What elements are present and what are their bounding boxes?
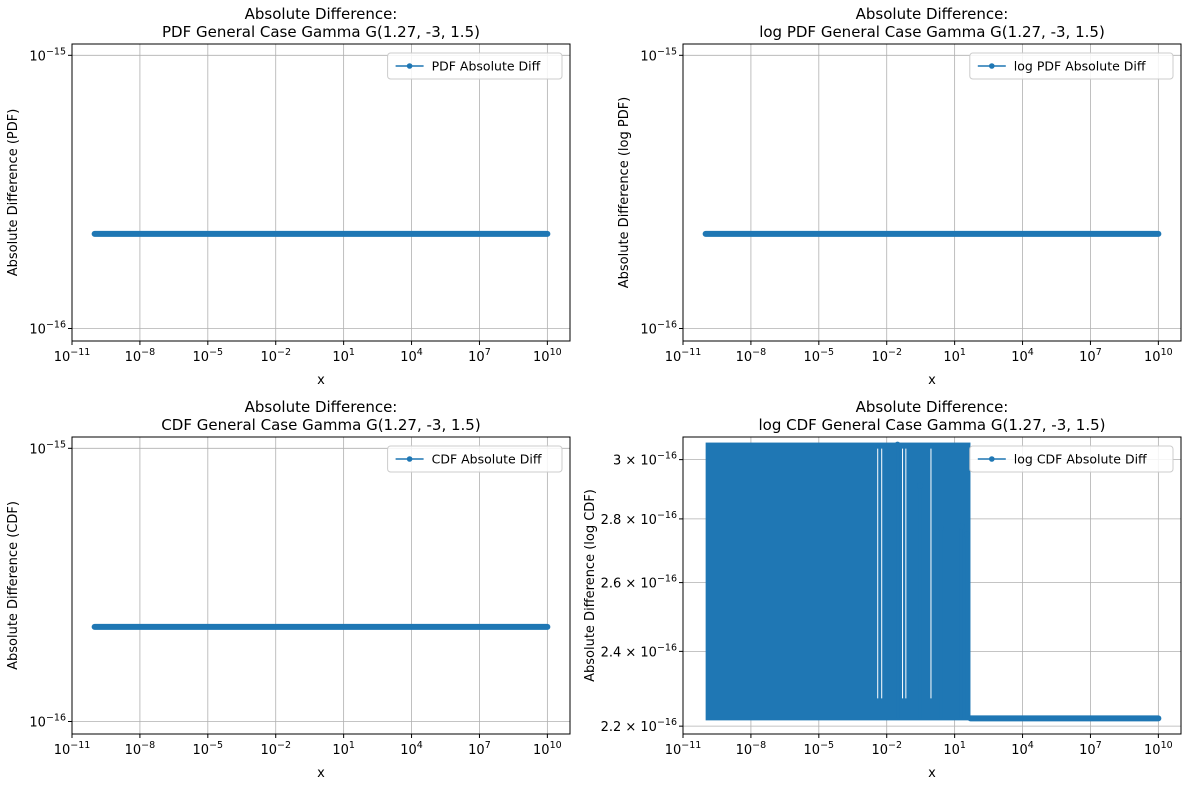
legend-label: CDF Absolute Diff bbox=[432, 452, 542, 467]
axes-frame bbox=[682, 436, 1182, 735]
x-tick-label: 10−11 bbox=[665, 740, 702, 758]
chart-title-line2: log CDF General Case Gamma G(1.27, -3, 1… bbox=[758, 416, 1105, 434]
x-tick-label: 107 bbox=[1079, 740, 1102, 758]
x-tick-label: 10−2 bbox=[260, 740, 291, 758]
chart-title-line2: CDF General Case Gamma G(1.27, -3, 1.5) bbox=[161, 416, 480, 434]
chart-title-line1: Absolute Difference: bbox=[856, 398, 1009, 416]
y-axis-label: Absolute Difference (PDF) bbox=[6, 109, 21, 277]
legend-box bbox=[387, 52, 563, 80]
chart-title-line1: Absolute Difference: bbox=[245, 398, 398, 416]
y-tick-label: 2.4 × 10−16 bbox=[601, 642, 677, 660]
spike-marker bbox=[894, 441, 901, 448]
legend-label: PDF Absolute Diff bbox=[432, 59, 541, 74]
legend-box bbox=[969, 445, 1174, 473]
x-axis-label: x bbox=[928, 373, 936, 388]
subplot-3: 10−11 10−8 10−5 10−2 101 104 107 1010 10−15 10−16… bbox=[6, 398, 571, 781]
y-axis-label: Absolute Difference (log PDF) bbox=[617, 97, 632, 289]
axes-frame bbox=[682, 43, 1182, 342]
x-tick-label: 10−11 bbox=[54, 740, 91, 758]
axes-frame bbox=[71, 436, 571, 735]
x-tick-label: 107 bbox=[1079, 347, 1102, 365]
legend-label: log CDF Absolute Diff bbox=[1014, 452, 1147, 467]
spike-marker bbox=[963, 531, 970, 538]
x-tick-label: 10−2 bbox=[871, 740, 902, 758]
x-tick-label: 104 bbox=[400, 347, 423, 365]
x-tick-label: 10−8 bbox=[736, 347, 767, 365]
y-tick-label: 2.6 × 10−16 bbox=[601, 574, 677, 592]
x-axis-label: x bbox=[928, 766, 936, 781]
x-tick-label: 104 bbox=[1011, 347, 1034, 365]
y-tick-label: 10−15 bbox=[29, 439, 66, 457]
x-axis-label: x bbox=[317, 766, 325, 781]
y-tick-label: 2.2 × 10−16 bbox=[601, 717, 677, 735]
x-tick-label: 1010 bbox=[1144, 347, 1173, 365]
x-tick-label: 1010 bbox=[533, 740, 562, 758]
x-tick-label: 10−5 bbox=[193, 347, 224, 365]
y-tick-label: 10−15 bbox=[640, 46, 677, 64]
legend-marker bbox=[406, 63, 413, 69]
legend-marker bbox=[989, 456, 995, 462]
x-tick-label: 10−11 bbox=[54, 347, 91, 365]
x-tick-label: 101 bbox=[332, 347, 355, 365]
legend: PDF Absolute Diff bbox=[387, 52, 563, 80]
x-tick-label: 107 bbox=[468, 347, 491, 365]
y-tick-label: 10−16 bbox=[29, 712, 66, 730]
x-tick-label: 1010 bbox=[533, 347, 562, 365]
legend-marker bbox=[989, 63, 995, 69]
x-tick-label: 10−5 bbox=[804, 347, 835, 365]
chart-title-line2: log PDF General Case Gamma G(1.27, -3, 1… bbox=[759, 23, 1105, 41]
legend-label: log PDF Absolute Diff bbox=[1014, 59, 1146, 74]
spike-marker bbox=[938, 525, 945, 532]
x-tick-label: 101 bbox=[943, 347, 966, 365]
chart-title-line1: Absolute Difference: bbox=[245, 5, 398, 23]
x-tick-label: 1010 bbox=[1144, 740, 1173, 758]
y-tick-label: 2.8 × 10−16 bbox=[601, 510, 677, 528]
x-tick-label: 101 bbox=[332, 740, 355, 758]
x-tick-label: 10−8 bbox=[125, 740, 156, 758]
chart-title-line2: PDF General Case Gamma G(1.27, -3, 1.5) bbox=[162, 23, 480, 41]
x-tick-label: 10−2 bbox=[871, 347, 902, 365]
legend: log CDF Absolute Diff bbox=[969, 445, 1174, 473]
axes-frame bbox=[71, 43, 571, 342]
spike-marker bbox=[917, 482, 924, 489]
x-tick-label: 10−2 bbox=[260, 347, 291, 365]
legend: log PDF Absolute Diff bbox=[969, 52, 1174, 80]
y-axis-label: Absolute Difference (log CDF) bbox=[583, 489, 598, 682]
spike-marker bbox=[958, 523, 965, 530]
legend-marker bbox=[406, 456, 413, 462]
subplot-4: 10−11 10−8 10−5 10−2 101 104 107 1010 2.2 × 10−1… bbox=[583, 398, 1182, 781]
subplot-1: 10−11 10−8 10−5 10−2 101 104 107 1010 10−15 10−16… bbox=[6, 5, 571, 388]
x-tick-label: 104 bbox=[1011, 740, 1034, 758]
series-group bbox=[705, 441, 1162, 722]
subplot-2: 10−11 10−8 10−5 10−2 101 104 107 1010 10−15 10−16… bbox=[617, 5, 1182, 388]
chart-title-line1: Absolute Difference: bbox=[856, 5, 1009, 23]
x-tick-label: 10−11 bbox=[665, 347, 702, 365]
y-tick-label: 10−16 bbox=[640, 319, 677, 337]
y-axis-label: Absolute Difference (CDF) bbox=[6, 501, 21, 670]
x-tick-label: 101 bbox=[943, 740, 966, 758]
y-tick-label: 10−15 bbox=[29, 46, 66, 64]
x-tick-label: 107 bbox=[468, 740, 491, 758]
x-tick-label: 104 bbox=[400, 740, 423, 758]
y-tick-label: 10−16 bbox=[29, 319, 66, 337]
x-tick-label: 10−5 bbox=[804, 740, 835, 758]
legend-box bbox=[969, 52, 1174, 80]
legend: CDF Absolute Diff bbox=[387, 445, 563, 473]
x-tick-label: 10−8 bbox=[736, 740, 767, 758]
legend-box bbox=[387, 445, 563, 473]
x-axis-label: x bbox=[317, 373, 325, 388]
y-tick-label: 3 × 10−16 bbox=[613, 451, 677, 469]
noise-band bbox=[705, 442, 971, 721]
x-tick-label: 10−8 bbox=[125, 347, 156, 365]
x-tick-label: 10−5 bbox=[193, 740, 224, 758]
